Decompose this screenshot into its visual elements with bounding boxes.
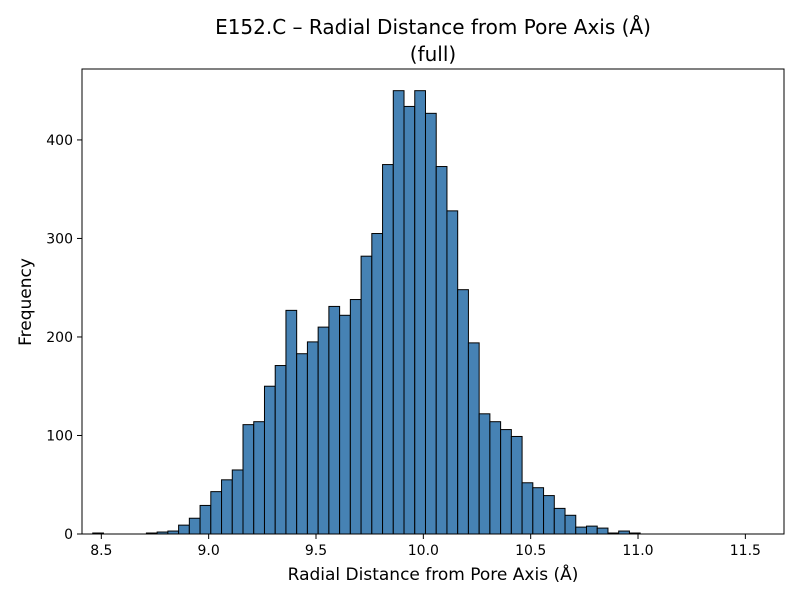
histogram-bar	[467, 342, 480, 535]
chart-subtitle: (full)	[410, 42, 456, 66]
histogram-bar	[457, 289, 469, 535]
x-axis-label: Radial Distance from Pore Axis (Å)	[288, 563, 579, 585]
histogram-bar	[371, 233, 384, 535]
histogram-bar	[532, 487, 545, 535]
y-tick-label: 400	[46, 133, 73, 149]
histogram-bar	[575, 526, 587, 535]
histogram-bar	[178, 524, 190, 535]
histogram-bar	[221, 479, 233, 535]
histogram-bar	[446, 210, 459, 535]
histogram-bar	[285, 309, 298, 535]
histogram-bar	[478, 413, 491, 535]
histogram-bar	[435, 166, 448, 535]
histogram-bar	[253, 421, 265, 535]
histogram-bar	[210, 491, 223, 535]
histogram-bar	[543, 495, 555, 535]
y-tick-label: 200	[46, 330, 73, 346]
histogram-bar	[296, 353, 308, 535]
x-tick-label: 10.5	[515, 543, 546, 559]
histogram-bar	[392, 90, 405, 535]
bars-group	[92, 90, 641, 535]
histogram-bar	[489, 421, 502, 535]
histogram-bar	[199, 504, 212, 535]
histogram-bar	[231, 469, 244, 535]
histogram-bar	[414, 90, 426, 535]
x-tick-label: 11.0	[622, 543, 653, 559]
histogram-bar	[328, 305, 341, 535]
histogram-bar	[510, 435, 523, 535]
y-tick-label: 0	[64, 527, 73, 543]
x-tick-label: 9.5	[305, 543, 327, 559]
histogram-bar	[263, 385, 276, 535]
histogram-bar	[382, 164, 394, 535]
histogram-bar	[521, 482, 534, 535]
histogram-bar	[553, 507, 566, 535]
histogram-bar	[306, 341, 319, 535]
y-tick-label: 300	[46, 231, 73, 247]
x-tick-label: 11.5	[730, 543, 761, 559]
x-tick-label: 9.0	[198, 543, 220, 559]
histogram-bar	[500, 429, 512, 535]
histogram-bar	[188, 517, 201, 535]
histogram-bar	[585, 525, 598, 535]
y-axis-label: Frequency	[16, 258, 36, 346]
x-tick-label: 8.5	[90, 543, 112, 559]
histogram-bar	[317, 326, 330, 535]
x-tick-label: 10.0	[408, 543, 439, 559]
y-tick-label: 100	[46, 428, 73, 444]
x-axis-ticks: 8.5 9.0 9.5 10.0 10.5 11.0 11.5	[90, 534, 761, 559]
histogram-bar	[242, 424, 255, 535]
histogram-bar	[360, 255, 373, 535]
histogram-bar	[596, 527, 609, 535]
y-axis-ticks: 0 100 200 300 400	[46, 133, 82, 543]
histogram-bar	[274, 365, 287, 535]
histogram-bar	[349, 299, 362, 535]
plot-frame	[81, 68, 785, 535]
histogram-bar	[564, 514, 577, 535]
histogram-bar	[424, 112, 437, 535]
histogram-bar	[339, 314, 351, 535]
chart-title: E152.C – Radial Distance from Pore Axis …	[215, 15, 651, 39]
histogram-bar	[403, 105, 416, 535]
